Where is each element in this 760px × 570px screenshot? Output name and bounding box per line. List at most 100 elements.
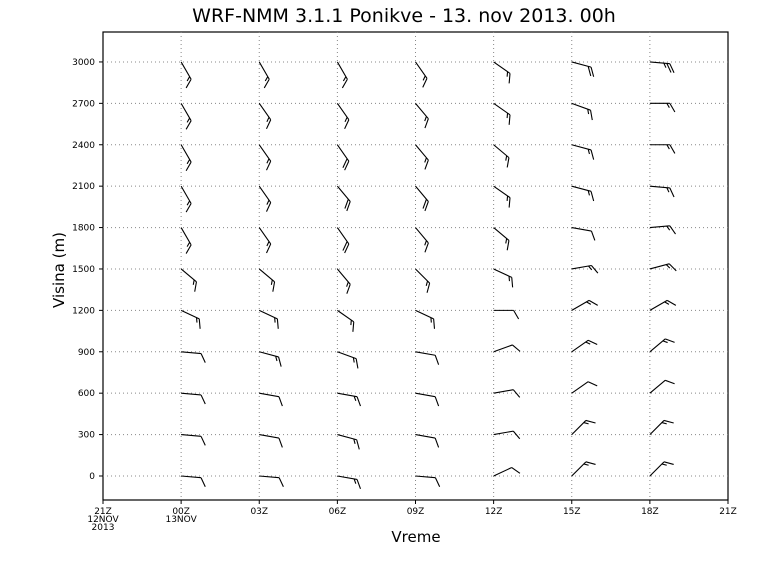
wind-barb (415, 268, 431, 293)
wind-barb (415, 351, 440, 365)
wind-barb (571, 381, 598, 394)
wind-barb (571, 299, 599, 311)
wind-barb (258, 227, 272, 254)
wind-barb (649, 419, 674, 435)
wind-barb (259, 309, 279, 329)
wind-barb (571, 419, 596, 435)
wind-barb (493, 185, 511, 208)
wind-barb (259, 434, 283, 448)
wind-barb (258, 144, 272, 171)
y-tick-label: 1500 (72, 265, 95, 275)
x-tick-label: 06Z (329, 507, 347, 517)
wind-barb (181, 434, 206, 446)
wind-barb (649, 461, 674, 477)
y-tick-label: 0 (89, 472, 95, 482)
wind-barb (337, 475, 362, 490)
wind-barb (649, 379, 675, 394)
wind-barb (336, 144, 350, 171)
y-tick-label: 1800 (72, 224, 95, 234)
chart-title: WRF-NMM 3.1.1 Ponikve - 13. nov 2013. 00… (192, 5, 616, 27)
wind-barb (571, 339, 598, 353)
x-tick-label: 21Z (94, 507, 112, 517)
wind-barb (649, 144, 676, 154)
wind-barb (415, 309, 436, 329)
wind-barb (571, 144, 595, 160)
x-tick-label: 12Z (485, 507, 503, 517)
wind-barb (415, 61, 428, 88)
wind-barb (336, 103, 350, 130)
wind-barb (493, 309, 520, 320)
wind-barb (181, 392, 206, 405)
wind-barb (336, 185, 351, 212)
x-tick-label: 21Z (719, 507, 737, 517)
y-tick-label: 2700 (72, 99, 95, 109)
wind-barb (493, 467, 521, 477)
wind-barb (649, 225, 676, 235)
wind-barb (337, 392, 362, 407)
x-axis-label: Vreme (391, 528, 440, 546)
wind-barb (571, 227, 596, 241)
wind-barb (415, 102, 429, 129)
x-tick-label: 18Z (641, 507, 659, 517)
wind-barb (649, 61, 675, 73)
wind-barb (336, 227, 350, 254)
y-tick-label: 1200 (72, 306, 95, 316)
wind-barb (649, 185, 675, 198)
y-tick-label: 300 (78, 431, 95, 441)
wind-barb (258, 185, 272, 212)
wind-barb (493, 61, 511, 84)
wind-barb (415, 392, 440, 407)
wind-barb (336, 61, 348, 89)
wind-barb (180, 227, 192, 254)
wind-barb (259, 351, 282, 367)
wind-barb (493, 389, 521, 398)
x-tick-label: 09Z (407, 507, 425, 517)
wind-barb (493, 344, 521, 353)
x-tick-label: 00Z (172, 507, 190, 517)
wind-barb (337, 309, 355, 332)
x-tick-label: 15Z (563, 507, 581, 517)
wind-barb (649, 102, 676, 113)
wind-barb (258, 103, 272, 130)
wind-barb (180, 103, 192, 130)
wind-barb (493, 430, 521, 440)
wind-barb (493, 227, 510, 251)
wind-barb (259, 392, 283, 407)
wind-barb (571, 61, 595, 77)
wind-barb (180, 144, 192, 172)
wind-barb (180, 309, 201, 329)
wind-barb (415, 227, 429, 253)
wind-barb (337, 434, 360, 450)
y-axis-label: Visina (m) (50, 232, 68, 308)
x-tick-label: 03Z (250, 507, 268, 517)
wind-barb (181, 475, 206, 488)
wind-barb (493, 102, 511, 125)
y-tick-label: 600 (78, 389, 95, 399)
x-tick-label: 2013 (92, 523, 115, 533)
wind-barb (649, 338, 675, 353)
wind-barb (415, 144, 429, 170)
wind-barb (493, 144, 510, 168)
wind-barb (180, 61, 192, 89)
y-tick-label: 3000 (72, 58, 95, 68)
wind-barb (180, 185, 192, 213)
wind-barb (493, 268, 514, 288)
wind-barb (571, 185, 595, 202)
wind-barb (415, 185, 429, 212)
y-tick-label: 2400 (72, 141, 95, 151)
x-tick-label: 13NOV (165, 515, 197, 525)
y-tick-label: 900 (78, 348, 95, 358)
wind-barb (415, 475, 441, 488)
wind-barb (180, 268, 197, 292)
wind-barb (571, 102, 593, 121)
wind-barb (571, 461, 596, 477)
wind-barb (649, 299, 677, 311)
wind-barb (337, 351, 359, 369)
wind-barb (415, 434, 440, 448)
wind-barb (258, 268, 276, 292)
wind-barb (258, 61, 270, 89)
wind-barb (336, 268, 351, 294)
y-tick-label: 2100 (72, 182, 95, 192)
